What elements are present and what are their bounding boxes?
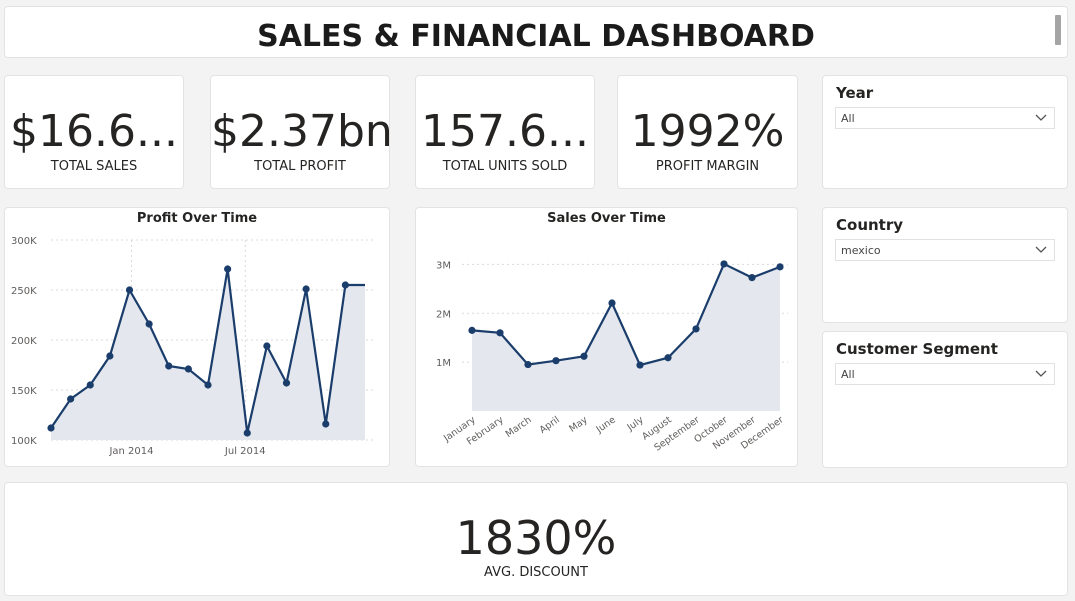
y-tick-label: 2M	[436, 309, 451, 320]
data-point	[67, 395, 75, 403]
chart-title: Sales Over Time	[547, 211, 666, 226]
data-point	[263, 342, 271, 350]
y-tick-label: 250K	[11, 286, 37, 297]
scrollbar-thumb[interactable]	[1055, 15, 1061, 45]
chart-title: Profit Over Time	[136, 211, 258, 226]
data-point	[302, 285, 310, 293]
y-tick-label: 150K	[11, 386, 37, 397]
profit-chart-card: Profit Over Time 100K 150K 200K 250K 300K Jan…	[4, 207, 390, 467]
data-point	[282, 379, 291, 387]
data-point	[86, 381, 94, 389]
series-line	[471, 262, 781, 367]
kpi-label: TOTAL UNITS SOLD	[442, 159, 568, 174]
series-area	[51, 269, 365, 440]
data-point	[776, 263, 784, 271]
kpi-value: 157.6...	[421, 106, 589, 157]
y-tick-label: 1M	[436, 358, 451, 369]
page-title: SALES & FINANCIAL DASHBOARD	[257, 19, 815, 54]
data-point	[608, 299, 616, 307]
kpi-value: 1830%	[455, 511, 617, 565]
x-tick-label: May	[567, 414, 590, 434]
year-dropdown[interactable]: All	[835, 107, 1055, 129]
dropdown-value: All	[841, 368, 855, 381]
data-point	[692, 325, 700, 333]
data-point	[580, 352, 588, 360]
x-tick-label: April	[538, 414, 562, 435]
x-tick-label: June	[594, 414, 618, 436]
x-tick-label: March	[504, 414, 534, 440]
kpi-label: PROFIT MARGIN	[655, 159, 760, 174]
slicer-country: Country mexico	[822, 207, 1068, 323]
data-point	[204, 381, 212, 389]
slicer-title: Customer Segment	[836, 340, 998, 358]
data-point	[720, 260, 728, 268]
data-point	[341, 281, 349, 289]
data-point	[243, 429, 251, 437]
y-tick-label: 300K	[11, 236, 37, 247]
profit-over-time-chart: 100K 150K 200K 250K 300K Jan 2014 Jul 2014	[11, 236, 375, 457]
data-point	[468, 326, 476, 334]
data-point	[552, 357, 560, 365]
slicer-customer-segment: Customer Segment All	[822, 331, 1068, 468]
y-tick-label: 3M	[436, 260, 451, 271]
data-point	[47, 424, 55, 432]
data-point	[748, 274, 756, 282]
kpi-label: TOTAL PROFIT	[254, 159, 346, 174]
kpi-label: TOTAL SALES	[50, 159, 138, 174]
kpi-total-units-sold: 157.6... TOTAL UNITS SOLD	[415, 75, 595, 189]
y-tick-label: 200K	[11, 336, 37, 347]
kpi-value: $2.37bn	[211, 106, 389, 157]
series-area	[472, 263, 780, 411]
slicer-year: Year All	[822, 75, 1068, 189]
kpi-value: $16.6...	[10, 106, 178, 157]
data-point	[664, 354, 672, 362]
dropdown-value: mexico	[841, 244, 881, 257]
kpi-label: AVG. DISCOUNT	[484, 565, 588, 580]
chevron-down-icon	[1035, 114, 1047, 121]
chevron-down-icon	[1035, 370, 1047, 377]
data-point	[496, 329, 504, 337]
country-dropdown[interactable]: mexico	[835, 239, 1055, 261]
chevron-down-icon	[1035, 246, 1047, 253]
data-point	[184, 365, 192, 373]
data-point	[106, 352, 114, 360]
kpi-profit-margin: 1992% PROFIT MARGIN	[617, 75, 798, 189]
kpi-total-profit: $2.37bn TOTAL PROFIT	[210, 75, 390, 189]
x-tick-label: Jan 2014	[108, 446, 153, 457]
segment-dropdown[interactable]: All	[835, 363, 1055, 385]
data-point	[636, 361, 644, 369]
y-tick-label: 100K	[11, 436, 37, 447]
x-tick-label: Jul 2014	[224, 446, 266, 457]
data-point	[524, 360, 532, 369]
data-point	[165, 362, 173, 370]
slicer-title: Country	[836, 216, 904, 234]
kpi-avg-discount: 1830% AVG. DISCOUNT	[4, 482, 1068, 596]
data-point	[322, 420, 330, 428]
data-point	[224, 265, 232, 273]
kpi-value: 1992%	[630, 106, 785, 157]
title-card: SALES & FINANCIAL DASHBOARD	[4, 6, 1068, 58]
kpi-total-sales: $16.6... TOTAL SALES	[4, 75, 184, 189]
data-point	[125, 286, 134, 294]
data-point	[145, 320, 153, 328]
dropdown-value: All	[841, 112, 855, 125]
slicer-title: Year	[836, 84, 874, 102]
sales-chart-card: Sales Over Time 1M 2M 3M January February Mar…	[415, 207, 798, 467]
